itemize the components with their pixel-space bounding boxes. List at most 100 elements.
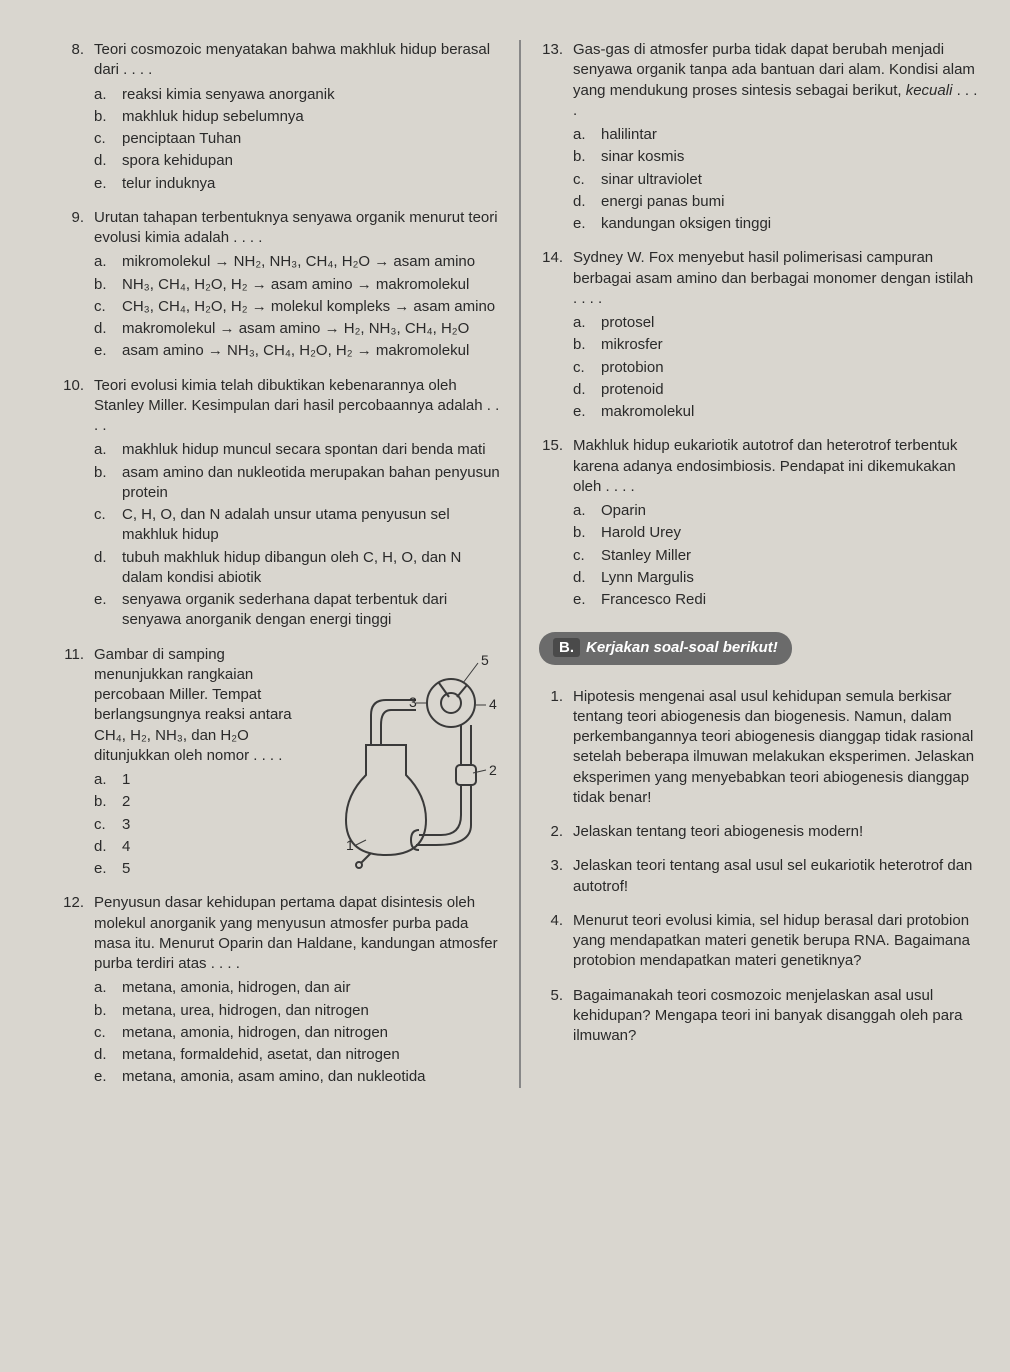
stem-italic: kecuali	[906, 82, 953, 99]
question-number: 12.	[60, 893, 84, 1087]
question-body: Makhluk hidup eukariotik autotrof dan he…	[573, 436, 980, 610]
question-number: 8.	[60, 40, 84, 194]
question-stem: Makhluk hidup eukariotik autotrof dan he…	[573, 436, 980, 497]
question-stem: Gambar di samping menunjukkan rangkaian …	[94, 645, 293, 767]
option-letter: c.	[94, 815, 112, 835]
question-body: Gambar di samping menunjukkan rangkaian …	[94, 645, 501, 880]
question-number: 4.	[539, 911, 563, 972]
option-d: d.makromolekul → asam amino → H₂, NH₃, C…	[94, 319, 501, 339]
option-e: e. 5	[94, 859, 293, 879]
option-letter: a.	[94, 252, 112, 272]
options: a.mikromolekul → NH₂, NH₃, CH₄, H₂O → as…	[94, 252, 501, 361]
option-text: metana, formaldehid, asetat, dan nitroge…	[122, 1045, 501, 1065]
option-text: Francesco Redi	[601, 590, 980, 610]
figure-label-4: 4	[489, 696, 497, 712]
option-letter: b.	[94, 1001, 112, 1021]
option-letter: c.	[94, 505, 112, 546]
option-a: a.1	[94, 770, 293, 790]
option-d: d.tubuh makhluk hidup dibangun oleh C, H…	[94, 548, 501, 589]
question-stem: Urutan tahapan terbentuknya senyawa orga…	[94, 208, 501, 249]
option-letter: c.	[94, 1023, 112, 1043]
option-c: c.3	[94, 815, 293, 835]
option-text: NH₃, CH₄, H₂O, H₂ → asam amino → makro­m…	[122, 275, 501, 295]
figure-label-5: 5	[481, 652, 489, 668]
question-number: 11.	[60, 645, 84, 880]
option-a: a.reaksi kimia senyawa anorganik	[94, 85, 501, 105]
option-letter: e.	[94, 859, 112, 879]
option-text: makhluk hidup sebelumnya	[122, 107, 501, 127]
option-text: mikrosfer	[601, 335, 980, 355]
option-letter: d.	[94, 837, 112, 857]
option-letter: e.	[94, 590, 112, 631]
question-stem: Penyusun dasar kehidupan pertama dapat d…	[94, 893, 501, 974]
question-b3: 3. Jelaskan teori tentang asal usul sel …	[539, 856, 980, 897]
options: a.reaksi kimia senyawa anorganik b.makhl…	[94, 85, 501, 194]
option-a: a.mikromolekul → NH₂, NH₃, CH₄, H₂O → as…	[94, 252, 501, 272]
option-text: sinar ultraviolet	[601, 170, 980, 190]
option-c: c.penciptaan Tuhan	[94, 129, 501, 149]
question-number: 9.	[60, 208, 84, 362]
option-text: makhluk hidup muncul secara spontan dari…	[122, 440, 501, 460]
option-a: a.protosel	[573, 313, 980, 333]
question-body: Teori evolusi kimia telah dibuktikan keb…	[94, 376, 501, 631]
option-letter: e.	[573, 402, 591, 422]
option-letter: d.	[573, 568, 591, 588]
question-stem: Teori evolusi kimia telah dibuktikan keb…	[94, 376, 501, 437]
column-divider	[519, 40, 521, 1088]
option-e: e.senyawa organik sederhana dapat terben…	[94, 590, 501, 631]
question-body: Penyusun dasar kehidupan pertama dapat d…	[94, 893, 501, 1087]
option-letter: e.	[573, 590, 591, 610]
miller-apparatus-figure: 1 2 3 4 5	[301, 645, 501, 880]
option-text: Oparin	[601, 501, 980, 521]
question-10: 10. Teori evolusi kimia telah dibuktikan…	[60, 376, 501, 631]
option-text: sinar kosmis	[601, 147, 980, 167]
option-text: asam amino dan nukleotida merupakan baha…	[122, 463, 501, 504]
option-text: 4	[122, 837, 293, 857]
options: a.protosel b.mikrosfer c.protobion d.pro…	[573, 313, 980, 422]
option-text: penciptaan Tuhan	[122, 129, 501, 149]
question-b5: 5. Bagaimanakah teori cosmozoic menjelas…	[539, 986, 980, 1047]
option-e: e.asam amino → NH₃, CH₄, H₂O, H₂ → makro…	[94, 341, 501, 361]
option-a: a.Oparin	[573, 501, 980, 521]
question-text: Jelaskan teori tentang asal usul sel euk…	[573, 856, 980, 897]
option-text: Harold Urey	[601, 523, 980, 543]
question-11: 11. Gambar di samping menunjukkan rangka…	[60, 645, 501, 880]
option-text: 5	[122, 859, 293, 879]
options: a.makhluk hidup muncul secara spontan da…	[94, 440, 501, 630]
option-letter: c.	[94, 297, 112, 317]
question-number: 1.	[539, 687, 563, 809]
question-text: Jelaskan tentang teori abiogenesis moder…	[573, 822, 980, 842]
option-text: Lynn Margulis	[601, 568, 980, 588]
option-letter: b.	[94, 275, 112, 295]
option-text: Stanley Miller	[601, 546, 980, 566]
option-e: e. makromolekul	[573, 402, 980, 422]
option-text: energi panas bumi	[601, 192, 980, 212]
question-number: 10.	[60, 376, 84, 631]
option-text: CH₃, CH₄, H₂O, H₂ → molekul kompleks → a…	[122, 297, 501, 317]
figure-label-3: 3	[409, 694, 417, 710]
question-number: 15.	[539, 436, 563, 610]
option-text: metana, amonia, hidrogen, dan nitrogen	[122, 1023, 501, 1043]
option-c: c. CH₃, CH₄, H₂O, H₂ → molekul kompleks →…	[94, 297, 501, 317]
option-b: b.sinar kosmis	[573, 147, 980, 167]
option-letter: c.	[573, 170, 591, 190]
question-text: Menurut teori evolusi kimia, sel hidup b…	[573, 911, 980, 972]
option-text: metana, amonia, hidrogen, dan air	[122, 978, 501, 998]
question-stem: Teori cosmozoic menyatakan bahwa makhluk…	[94, 40, 501, 81]
option-c: c.Stanley Miller	[573, 546, 980, 566]
option-text: protosel	[601, 313, 980, 333]
question-number: 2.	[539, 822, 563, 842]
option-text: makromolekul	[601, 402, 980, 422]
option-letter: b.	[573, 523, 591, 543]
question-b1: 1. Hipotesis mengenai asal usul kehidupa…	[539, 687, 980, 809]
option-text: C, H, O, dan N adalah unsur utama penyus…	[122, 505, 501, 546]
option-letter: d.	[573, 192, 591, 212]
figure-label-2: 2	[489, 762, 497, 778]
question-13: 13. Gas-gas di atmosfer purba tidak dapa…	[539, 40, 980, 234]
question-number: 5.	[539, 986, 563, 1047]
option-d: d. Lynn Margulis	[573, 568, 980, 588]
option-letter: a.	[94, 85, 112, 105]
option-letter: a.	[94, 978, 112, 998]
question-text: Hipotesis mengenai asal usul kehidupan s…	[573, 687, 980, 809]
question-number: 14.	[539, 248, 563, 422]
